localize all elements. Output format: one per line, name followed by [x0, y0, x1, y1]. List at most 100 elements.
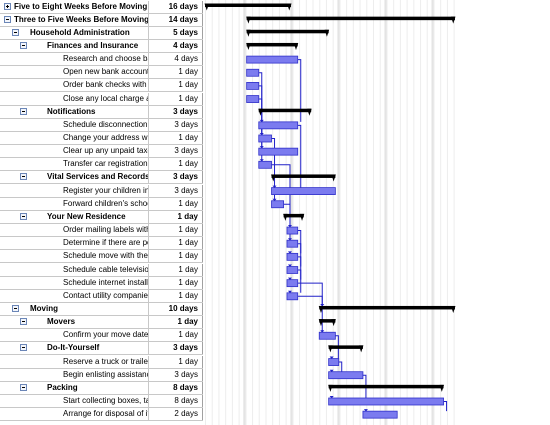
task-name: Register your children in [63, 185, 148, 195]
summary-end-cap [307, 108, 312, 116]
collapse-icon[interactable] [20, 344, 27, 352]
task-name: Forward children's schoo [63, 198, 148, 208]
dependency-link [338, 361, 343, 372]
task-row[interactable]: Household Administration 5 days [0, 26, 203, 40]
task-row[interactable]: Packing 8 days [0, 381, 203, 395]
task-duration: 14 days [148, 13, 203, 26]
task-name: Order bank checks with [63, 80, 147, 90]
gantt-chart [203, 0, 550, 425]
task-name: Your New Residence [47, 211, 126, 221]
summary-bar [258, 108, 312, 113]
task-duration: 1 day [148, 66, 203, 79]
task-row[interactable]: Order mailing labels with 1 day [0, 224, 203, 238]
nonworking-band [337, 0, 341, 425]
task-row[interactable]: Finances and Insurance 4 days [0, 39, 203, 53]
link-arrow [287, 238, 292, 241]
task-name: Movers [47, 317, 76, 327]
dependency-link [362, 374, 367, 398]
collapse-icon[interactable] [12, 28, 19, 36]
task-row[interactable]: Movers 1 day [0, 316, 203, 330]
task-row[interactable]: Five to Eight Weeks Before Moving 16 days [0, 0, 203, 14]
task-row[interactable]: Confirm your move date 1 day [0, 329, 203, 343]
expand-icon[interactable] [4, 2, 11, 10]
link-arrow [329, 356, 334, 360]
task-bar [271, 187, 336, 196]
task-row[interactable]: Register your children in 3 days [0, 184, 203, 198]
summary-start-cap [318, 319, 324, 327]
task-duration: 5 days [148, 26, 203, 39]
task-name: Finances and Insurance [47, 40, 139, 50]
task-duration: 1 day [148, 132, 203, 144]
task-row[interactable]: Schedule internet installa 1 day [0, 276, 203, 290]
task-duration: 3 days [148, 184, 203, 197]
task-name: Clear up any unpaid taxe [63, 146, 148, 156]
collapse-icon[interactable] [20, 212, 27, 220]
task-duration: 1 day [148, 263, 203, 276]
task-row[interactable]: Forward children's schoo 1 day [0, 197, 203, 211]
task-row[interactable]: Order bank checks with 1 day [0, 79, 203, 93]
task-row[interactable]: Research and choose ba 4 days [0, 53, 203, 67]
task-duration: 1 day [148, 197, 203, 210]
task-row[interactable]: Change your address wi 1 day [0, 132, 203, 145]
task-bar [328, 358, 340, 366]
link-arrow [287, 277, 292, 281]
task-name: Five to Eight Weeks Before Moving [14, 1, 148, 11]
collapse-icon[interactable] [12, 304, 19, 312]
task-row[interactable]: Moving 10 days [0, 302, 203, 316]
task-row[interactable]: Arrange for disposal of it 2 days [0, 408, 203, 422]
task-bar [286, 279, 299, 288]
summary-start-cap [204, 3, 209, 11]
collapse-icon[interactable] [20, 383, 27, 391]
nonworking-band [243, 0, 247, 425]
task-bar [258, 147, 299, 156]
task-duration: 1 day [148, 276, 203, 289]
summary-end-cap [299, 213, 305, 221]
task-duration: 3 days [148, 145, 203, 158]
task-name: Reserve a truck or trailer [63, 356, 148, 366]
task-name: Confirm your move date [63, 330, 148, 340]
task-row[interactable]: Clear up any unpaid taxe 3 days [0, 145, 203, 159]
collapse-icon[interactable] [20, 318, 27, 326]
summary-start-cap [328, 345, 333, 353]
collapse-icon[interactable] [20, 173, 27, 181]
task-bar [258, 121, 299, 130]
task-row[interactable]: Reserve a truck or trailer 1 day [0, 355, 203, 369]
task-duration: 4 days [148, 53, 203, 66]
task-name: Schedule internet installa [63, 277, 148, 287]
task-row[interactable]: Transfer car registration 1 day [0, 158, 203, 172]
task-row[interactable]: Contact utility companies 1 day [0, 289, 203, 303]
collapse-icon[interactable] [20, 107, 27, 115]
task-row[interactable]: Three to Five Weeks Before Moving 14 days [0, 13, 203, 27]
collapse-icon[interactable] [20, 41, 27, 49]
task-name: Close any local charge a [63, 93, 148, 103]
task-name: Vital Services and Records [47, 172, 148, 182]
task-duration: 3 days [148, 105, 203, 118]
task-bar [246, 82, 260, 90]
dependency-link [297, 124, 302, 188]
task-name: Start collecting boxes, ta [63, 396, 148, 405]
nonworking-band [290, 0, 294, 425]
task-row[interactable]: Notifications 3 days [0, 105, 203, 119]
task-row[interactable]: Schedule cable televisio 1 day [0, 263, 203, 277]
task-bar [286, 252, 299, 261]
task-row[interactable]: Determine if there are pe 1 day [0, 237, 203, 251]
summary-end-cap [450, 305, 456, 313]
task-row[interactable]: Open new bank account 1 day [0, 66, 203, 80]
task-duration: 8 days [148, 381, 203, 394]
link-arrow [287, 290, 292, 294]
collapse-icon[interactable] [4, 15, 11, 23]
task-row[interactable]: Start collecting boxes, ta 8 days [0, 395, 203, 408]
summary-start-cap [283, 213, 288, 221]
task-row[interactable]: Your New Residence 1 day [0, 210, 203, 224]
summary-end-cap [358, 345, 364, 353]
task-row[interactable]: Begin enlisting assistanc 3 days [0, 368, 203, 382]
task-bar [246, 95, 260, 103]
task-bar [286, 226, 299, 235]
task-row[interactable]: Vital Services and Records 3 days [0, 171, 203, 185]
task-bar [258, 160, 272, 169]
link-arrow [287, 251, 292, 254]
task-row[interactable]: Do-It-Yourself 3 days [0, 342, 203, 356]
